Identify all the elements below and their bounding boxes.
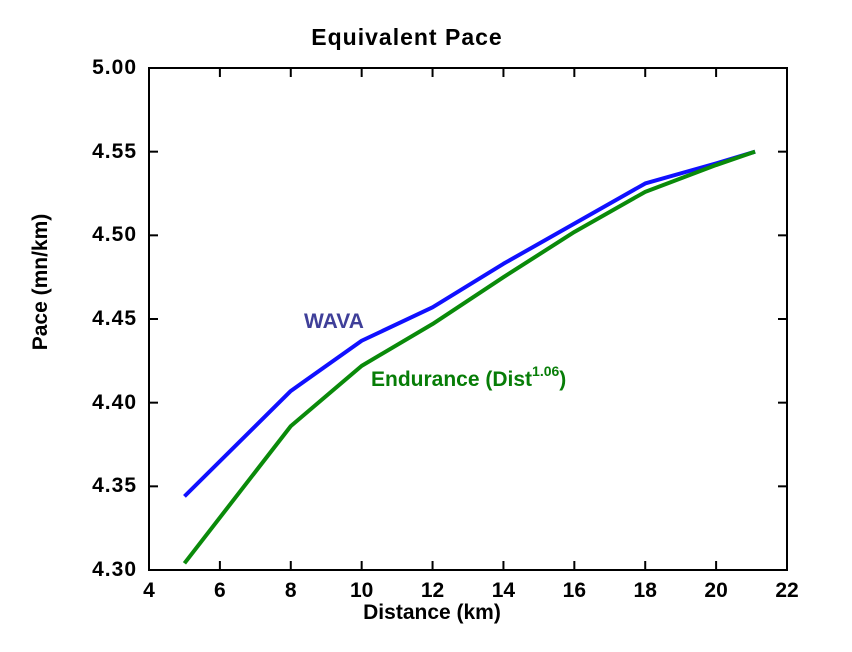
endurance-label-suffix: ) [559, 368, 567, 391]
x-axis-label: Distance (km) [363, 601, 501, 624]
y-tick-label-5.00: 5.00 [92, 56, 137, 79]
y-tick-label-4.50: 4.50 [92, 223, 137, 247]
endurance-label-prefix: Endurance (Dist [371, 368, 533, 391]
x-tick-label-4: 4 [143, 579, 155, 602]
x-tick-label-8: 8 [284, 579, 297, 602]
plot-frame [148, 67, 788, 571]
y-tick-label-4.40: 4.40 [92, 390, 137, 414]
x-tick-label-12: 12 [420, 579, 445, 602]
x-tick-label-6: 6 [214, 579, 226, 602]
chart-title: Equivalent Pace [311, 24, 503, 50]
wava-series-label: WAVA [304, 310, 364, 333]
y-tick-label-4.55: 4.55 [92, 139, 137, 163]
y-tick-label-4.45: 4.45 [92, 307, 137, 330]
x-tick-label-16: 16 [562, 579, 586, 602]
x-tick-label-10: 10 [349, 579, 374, 602]
x-tick-label-18: 18 [633, 579, 657, 602]
endurance-label-exponent: 1.06 [532, 363, 560, 379]
x-tick-label-20: 20 [704, 579, 728, 602]
x-tick-label-14: 14 [491, 579, 516, 602]
endurance-dist-1-06-line [182, 149, 756, 565]
x-tick-label-22: 22 [775, 579, 799, 602]
wava-line [183, 149, 756, 498]
y-axis-label: Pace (mn/km) [29, 213, 52, 351]
y-tick-label-4.35: 4.35 [92, 474, 137, 498]
y-tick-label-4.30: 4.30 [92, 558, 137, 581]
endurance-series-label: Endurance (Dist1.06) [371, 360, 566, 393]
